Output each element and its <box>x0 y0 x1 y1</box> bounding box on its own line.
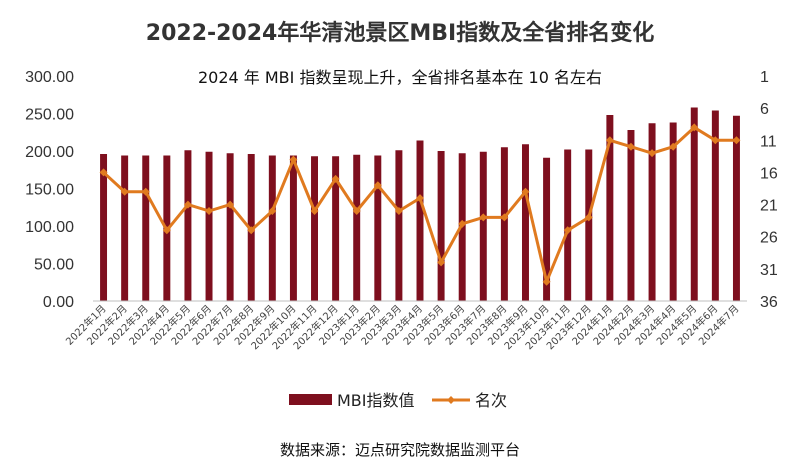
mbi-bar <box>374 155 382 301</box>
mbi-bar <box>732 115 740 301</box>
rank-point <box>648 149 657 158</box>
mbi-bar <box>648 123 656 301</box>
left-axis-tick: 200.00 <box>25 144 74 161</box>
rank-point <box>521 187 530 196</box>
rank-point <box>289 155 298 164</box>
legend-line-marker <box>447 396 455 404</box>
mbi-bar <box>289 155 297 301</box>
right-axis-tick: 31 <box>760 262 778 279</box>
rank-point <box>542 277 551 286</box>
mbi-bar <box>479 151 487 301</box>
rank-point <box>394 207 403 215</box>
mbi-bar <box>332 156 340 301</box>
rank-point <box>416 194 424 203</box>
left-axis-tick: 250.00 <box>25 107 74 124</box>
rank-point <box>99 168 108 177</box>
rank-point <box>247 226 256 235</box>
rank-point <box>226 200 235 209</box>
mbi-bar <box>500 147 508 301</box>
left-axis-tick: 300.00 <box>25 69 74 86</box>
mbi-bar <box>543 157 551 301</box>
left-axis: 0.00 50.00 100.00 150.00 200.00 250.00 300.00 <box>25 69 74 311</box>
rank-point <box>141 187 150 196</box>
bar-series <box>100 107 740 301</box>
rank-point <box>373 181 382 190</box>
rank-point <box>352 207 361 215</box>
mbi-bar <box>353 154 361 301</box>
right-axis-tick: 1 <box>760 69 769 86</box>
mbi-bar <box>395 150 403 301</box>
rank-point <box>331 174 340 183</box>
legend: MBI指数值 名次 <box>289 391 507 410</box>
rank-point <box>268 207 277 215</box>
rank-point <box>732 136 741 145</box>
legend-bar-label: MBI指数值 <box>337 391 415 410</box>
mbi-bar <box>437 151 445 301</box>
right-axis-tick: 36 <box>760 294 778 311</box>
left-axis-tick: 100.00 <box>25 219 74 236</box>
rank-point <box>310 207 319 215</box>
right-axis-tick: 6 <box>760 101 769 118</box>
rank-point <box>458 219 467 228</box>
rank-point <box>605 136 614 145</box>
mbi-bar <box>585 149 593 301</box>
rank-point <box>584 213 593 222</box>
rank-point <box>205 207 214 215</box>
rank-point <box>479 213 488 222</box>
left-axis-tick: 150.00 <box>25 182 74 199</box>
mbi-bar <box>311 156 318 301</box>
mbi-bar <box>142 155 150 301</box>
legend-line-label: 名次 <box>475 391 507 410</box>
mbi-bar <box>690 107 698 301</box>
mbi-bar <box>711 110 719 301</box>
rank-point <box>690 123 699 132</box>
mbi-bar <box>606 115 614 301</box>
mbi-bar <box>268 155 276 301</box>
mbi-bar <box>226 153 234 301</box>
chart-subtitle: 2024 年 MBI 指数呈现上升，全省排名基本在 10 名左右 <box>198 68 602 87</box>
right-axis-tick: 11 <box>760 133 777 150</box>
mbi-bar <box>205 151 213 301</box>
right-axis-tick: 21 <box>760 198 778 215</box>
rank-point <box>669 142 678 151</box>
rank-point <box>500 213 509 222</box>
rank-point <box>162 226 171 235</box>
legend-bar-swatch <box>289 394 332 405</box>
mbi-bar <box>416 140 424 301</box>
rank-point <box>437 258 446 267</box>
rank-point <box>563 226 572 235</box>
mbi-bar <box>627 130 635 301</box>
mbi-bar <box>564 149 572 301</box>
right-axis-tick: 26 <box>760 230 778 247</box>
mbi-bar <box>184 150 192 301</box>
x-axis-labels: 2022年1月2022年2月2022年3月2022年4月2022年5月2022年… <box>63 302 742 352</box>
rank-line-series <box>99 123 741 286</box>
mbi-bar <box>100 154 108 301</box>
right-axis-tick: 16 <box>760 165 778 182</box>
data-source: 数据来源：迈点研究院数据监测平台 <box>280 441 520 459</box>
rank-point <box>711 136 720 145</box>
left-axis-tick: 50.00 <box>34 257 74 274</box>
chart-title: 2022-2024年华清池景区MBI指数及全省排名变化 <box>146 20 654 46</box>
mbi-bar <box>121 155 129 301</box>
left-axis-tick: 0.00 <box>43 294 74 311</box>
rank-point <box>626 142 635 151</box>
rank-point <box>120 187 129 196</box>
mbi-bar <box>522 144 529 301</box>
rank-point <box>183 200 192 209</box>
mbi-bar <box>669 122 677 301</box>
